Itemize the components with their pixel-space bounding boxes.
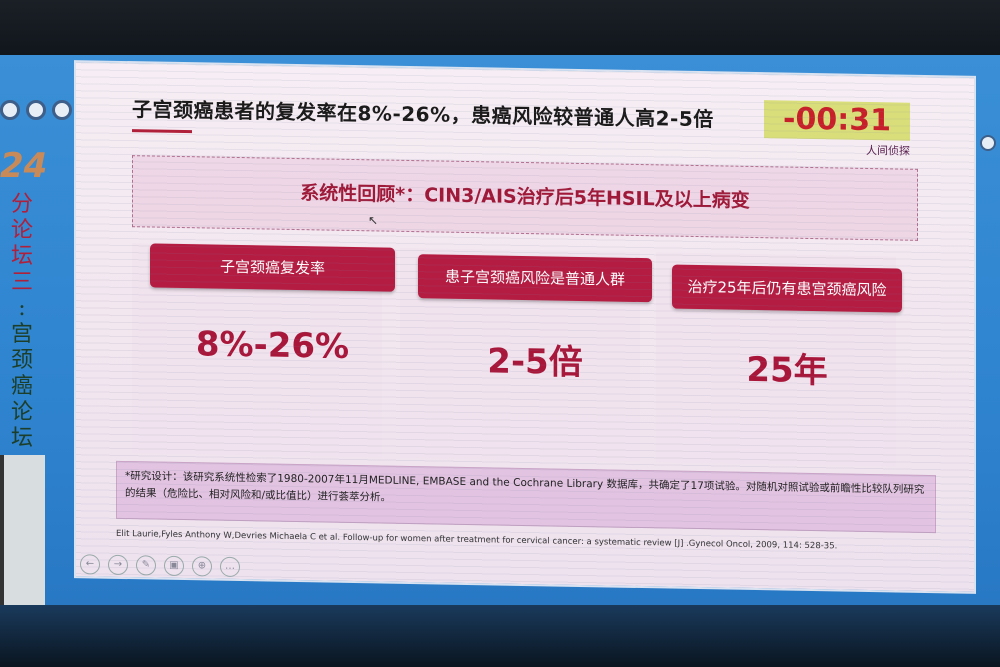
stat-cards: 子宫颈癌复发率 患子宫颈癌风险是普通人群 治疗25年后仍有患宫颈癌风险 8%-2… <box>132 243 918 477</box>
title-underline <box>132 129 192 134</box>
ceiling <box>0 0 1000 60</box>
char: 癌 <box>10 374 33 399</box>
char: 坛 <box>10 426 33 451</box>
logo-icon <box>52 100 72 120</box>
stat-label: 患子宫颈癌风险是普通人群 <box>418 254 652 303</box>
citation: Elit Laurie,Fyles Anthony W,Devries Mich… <box>116 528 838 552</box>
countdown-timer: -00:31 <box>764 100 910 141</box>
more-icon[interactable]: … <box>220 556 240 578</box>
brand-logo: 人间侦探 <box>866 143 910 158</box>
back-icon[interactable]: ← <box>80 554 100 575</box>
pointer-icon[interactable]: ▣ <box>164 555 184 577</box>
stat-value: 8%-26% <box>195 324 350 367</box>
zoom-icon[interactable]: ⊕ <box>192 556 212 577</box>
char: 颈 <box>10 348 33 373</box>
review-banner: 系统性回顾*：CIN3/AIS治疗后5年HSIL及以上病变 <box>132 155 918 241</box>
slide-title: 子宫颈癌患者的复发率在8%-26%，患癌风险较普通人高2-5倍 <box>132 97 714 132</box>
stat-label: 子宫颈癌复发率 <box>150 243 395 292</box>
vertical-forum-title: 分 论 坛 三 : 宫 颈 癌 论 坛 <box>10 192 34 452</box>
event-year: 24 <box>0 146 48 186</box>
stat-value: 2-5倍 <box>487 341 583 384</box>
char: 坛 <box>10 244 33 269</box>
logo-icon <box>0 100 20 120</box>
char: 三 <box>10 270 33 295</box>
stat-label: 治疗25年后仍有患宫颈癌风险 <box>672 264 902 313</box>
char: 论 <box>10 400 33 425</box>
stage-floor <box>0 605 1000 667</box>
char: : <box>18 296 26 321</box>
banner-text: 系统性回顾*：CIN3/AIS治疗后5年HSIL及以上病变 <box>300 182 750 212</box>
char: 宫 <box>10 322 33 347</box>
pen-icon[interactable]: ✎ <box>136 555 156 576</box>
presentation-slide: 子宫颈癌患者的复发率在8%-26%，患癌风险较普通人高2-5倍 -00:31 人… <box>74 60 976 594</box>
logo-icon <box>980 135 996 151</box>
forward-icon[interactable]: → <box>108 554 128 576</box>
slideshow-toolbar: ← → ✎ ▣ ⊕ … <box>80 554 240 578</box>
char: 论 <box>10 218 33 243</box>
stat-value: 25年 <box>746 349 828 392</box>
mouse-cursor-icon: ↖ <box>368 213 379 228</box>
logo-icon <box>26 100 46 120</box>
sponsor-logos <box>0 100 72 120</box>
char: 分 <box>10 192 33 217</box>
